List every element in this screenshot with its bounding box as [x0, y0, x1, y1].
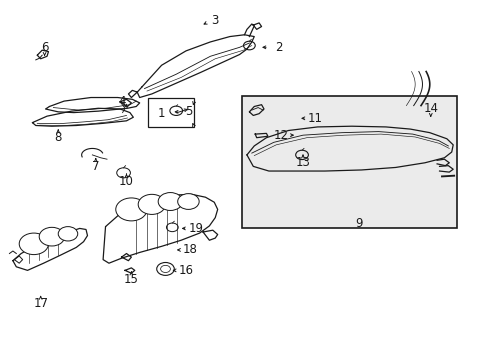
Text: 9: 9	[355, 216, 362, 230]
Text: 8: 8	[55, 131, 62, 144]
Circle shape	[58, 226, 78, 241]
Circle shape	[138, 194, 165, 215]
Text: 12: 12	[273, 129, 288, 142]
Text: 18: 18	[182, 243, 197, 256]
Circle shape	[177, 194, 199, 210]
Circle shape	[19, 233, 48, 255]
Text: 1: 1	[158, 107, 165, 120]
Text: 11: 11	[307, 112, 322, 125]
Text: 10: 10	[119, 175, 134, 188]
Circle shape	[39, 227, 64, 246]
Bar	[242, 96, 456, 228]
Text: 15: 15	[123, 273, 139, 286]
Circle shape	[158, 193, 182, 211]
Circle shape	[116, 198, 147, 221]
Text: 19: 19	[188, 222, 203, 235]
Text: 4: 4	[119, 95, 126, 108]
Text: 14: 14	[423, 102, 437, 115]
Text: 17: 17	[33, 297, 48, 310]
Text: 16: 16	[178, 264, 193, 277]
Text: 3: 3	[211, 14, 219, 27]
Circle shape	[157, 262, 174, 275]
Text: 7: 7	[92, 160, 100, 173]
Text: 5: 5	[184, 105, 192, 118]
Text: 2: 2	[274, 41, 282, 54]
Bar	[148, 98, 194, 127]
Text: 6: 6	[41, 41, 48, 54]
Text: 13: 13	[295, 156, 310, 169]
